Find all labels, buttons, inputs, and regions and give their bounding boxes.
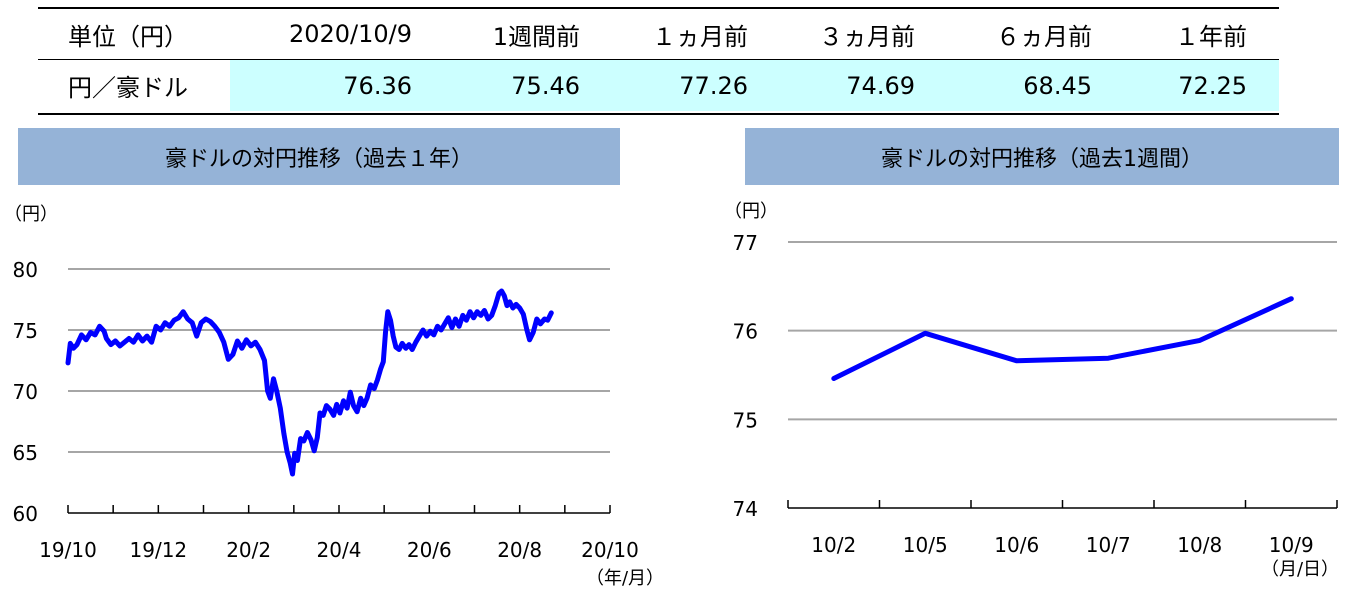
rate-value: 76.36 — [343, 71, 412, 100]
y-tick-label: 76 — [733, 320, 758, 344]
rate-value: 74.69 — [846, 71, 915, 100]
x-tick-label: 20/8 — [497, 538, 542, 562]
x-tick-label: 10/5 — [903, 533, 948, 557]
y-tick-label: 60 — [13, 502, 38, 526]
chart-1w-title: 豪ドルの対円推移（過去1週間） — [745, 128, 1339, 185]
y-tick-label: 74 — [733, 497, 758, 521]
x-axis-unit: （年/月） — [586, 568, 664, 589]
y-tick-label: 70 — [13, 380, 38, 404]
x-tick-label: 10/6 — [994, 533, 1039, 557]
x-tick-label: 10/2 — [811, 533, 856, 557]
x-tick-label: 20/2 — [226, 538, 271, 562]
x-tick-label: 20/10 — [581, 538, 639, 562]
value-row-background — [230, 60, 1279, 111]
y-tick-label: 80 — [13, 258, 38, 282]
x-tick-label: 20/4 — [317, 538, 362, 562]
row-label: 円／豪ドル — [68, 74, 188, 102]
y-axis-unit: （円） — [724, 201, 778, 222]
rate-table-header-row: 単位（円） 2020/10/9 1週間前 １ヵ月前 ３ヵ月前 ６ヵ月前 １年前 — [38, 9, 1279, 60]
rate-value: 77.26 — [679, 71, 748, 100]
unit-label: 単位（円） — [68, 22, 188, 51]
column-header: １ヵ月前 — [652, 22, 748, 51]
column-header: １年前 — [1175, 22, 1247, 51]
rate-value: 72.25 — [1178, 71, 1247, 100]
y-axis-unit: （円） — [4, 204, 58, 225]
column-header: ３ヵ月前 — [819, 22, 915, 51]
x-tick-label: 10/9 — [1269, 533, 1314, 557]
x-tick-label: 10/7 — [1086, 533, 1131, 557]
y-tick-label: 75 — [733, 408, 758, 432]
x-axis-unit: （月/日） — [1261, 559, 1339, 580]
x-tick-label: 20/6 — [407, 538, 452, 562]
y-tick-label: 77 — [733, 231, 758, 255]
rate-value: 75.46 — [511, 71, 580, 100]
x-tick-label: 19/10 — [39, 538, 97, 562]
column-header: 1週間前 — [492, 22, 580, 51]
column-header: ６ヵ月前 — [996, 22, 1092, 51]
column-header: 2020/10/9 — [288, 20, 412, 48]
series-line — [65, 288, 554, 477]
chart-1w: （円） 74 75 76 77 10/2 10/5 10/6 10/7 10/8 10/9（月/日） — [724, 201, 1339, 580]
rate-value: 68.45 — [1023, 71, 1092, 100]
series-line — [831, 296, 1294, 381]
x-tick-label: 19/12 — [130, 538, 188, 562]
rate-table-value-row: 円／豪ドル 76.36 75.46 77.26 74.69 68.45 72.2… — [38, 60, 1279, 111]
rate-table: 単位（円） 2020/10/9 1週間前 １ヵ月前 ３ヵ月前 ６ヵ月前 １年前 … — [38, 7, 1279, 115]
chart-1y: （円） 60 65 70 75 80 19/10 19/12 20/2 20/4 20/6 20/8 2… — [4, 204, 664, 589]
y-tick-label: 65 — [13, 441, 38, 465]
x-tick-label: 10/8 — [1177, 533, 1222, 557]
chart-1y-title: 豪ドルの対円推移（過去１年） — [18, 128, 620, 185]
y-tick-label: 75 — [13, 319, 38, 343]
